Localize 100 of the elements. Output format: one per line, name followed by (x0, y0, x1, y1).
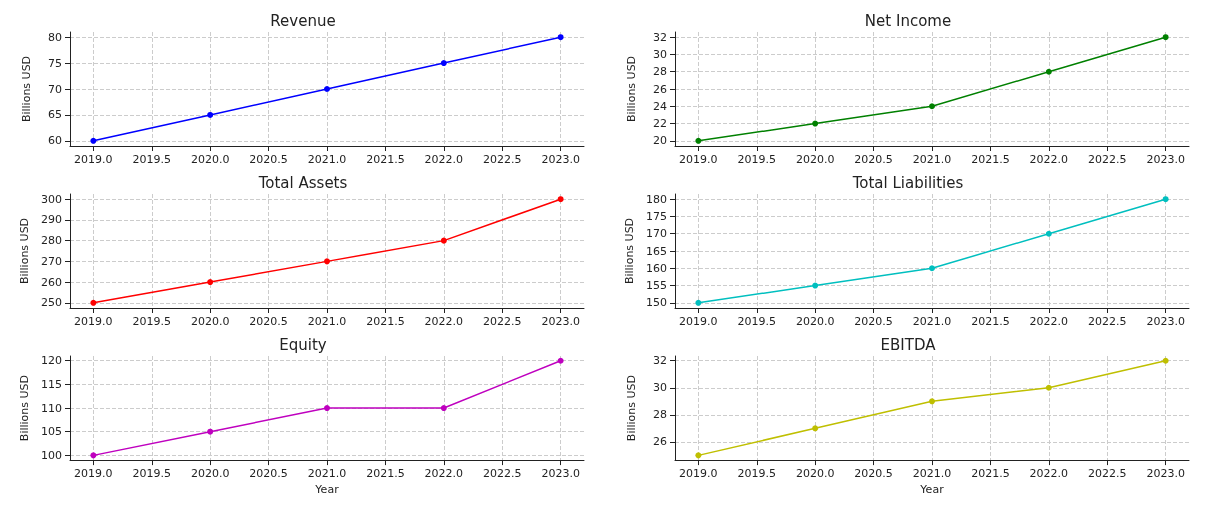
x-tick-label: 2021.0 (307, 153, 347, 166)
x-tick-label: 2020.0 (190, 467, 230, 481)
point (929, 398, 935, 405)
chart-title: Total Assets (257, 173, 348, 192)
point (324, 258, 330, 265)
point (90, 452, 97, 459)
y-axis-title: Billions USD (625, 374, 638, 442)
y-tick-label: 270 (41, 254, 62, 268)
y-tick-label: 250 (41, 296, 62, 310)
x-tick-label: 2022.0 (424, 315, 464, 328)
y-axis-title: Billions USD (623, 217, 637, 285)
y-tick-label: 100 (41, 448, 62, 462)
point (207, 111, 214, 118)
y-tick-label: 75 (48, 56, 62, 70)
chart-title: Equity (279, 335, 327, 354)
y-axis-title: Billions USD (625, 55, 638, 123)
x-tick-label: 2019.0 (679, 153, 718, 166)
y-tick-label: 290 (41, 213, 62, 227)
y-tick-label: 70 (48, 82, 62, 96)
y-tick-label: 28 (653, 65, 667, 79)
y-tick-label: 32 (653, 30, 667, 44)
point (1045, 384, 1052, 391)
x-tick-label: 2021.5 (971, 315, 1010, 328)
x-tick-label: 2019.0 (74, 153, 113, 166)
point (324, 86, 330, 92)
x-tick-label: 2022.5 (1087, 153, 1127, 166)
x-axis-title: Year (314, 483, 340, 496)
y-tick-label: 280 (41, 234, 62, 248)
x-tick-label: 2019.5 (132, 153, 172, 166)
x-tick-label: 2021.0 (912, 315, 952, 328)
point (90, 137, 97, 144)
chart-title: Net Income (864, 11, 952, 30)
chart-title: Revenue (270, 11, 336, 30)
x-tick-label: 2022.5 (1087, 315, 1127, 328)
point (207, 428, 214, 435)
x-tick-label: 2021.5 (366, 467, 405, 481)
y-tick-label: 300 (41, 192, 62, 206)
y-tick-label: 30 (653, 47, 667, 61)
point (324, 405, 330, 412)
x-tick-label: 2020.0 (190, 153, 230, 166)
x-tick-label: 2019.5 (132, 315, 172, 328)
x-tick-label: 2020.0 (795, 153, 835, 166)
point (929, 103, 935, 110)
point (1045, 230, 1052, 237)
x-tick-label: 2023.0 (541, 467, 580, 481)
x-tick-label: 2023.0 (541, 153, 580, 166)
y-axis-title: Billions USD (20, 55, 33, 123)
x-tick-label: 2022.0 (424, 467, 464, 481)
y-tick-label: 165 (646, 244, 667, 258)
x-tick-label: 2020.0 (795, 315, 835, 328)
x-tick-label: 2021.5 (971, 153, 1010, 166)
y-tick-label: 160 (646, 261, 667, 275)
point (1162, 357, 1169, 364)
point (557, 357, 564, 364)
x-tick-label: 2019.5 (737, 153, 777, 166)
x-tick-label: 2020.0 (795, 467, 835, 481)
x-tick-label: 2021.0 (307, 467, 347, 481)
y-tick-label: 80 (48, 30, 62, 44)
x-tick-label: 2021.0 (307, 315, 347, 328)
y-tick-label: 26 (653, 435, 667, 449)
y-tick-label: 65 (48, 108, 62, 122)
point (440, 237, 447, 244)
y-tick-label: 105 (41, 425, 62, 439)
x-tick-label: 2019.0 (679, 467, 718, 481)
x-tick-label: 2021.5 (366, 153, 405, 166)
chart-title: Total Liabilities (851, 173, 964, 192)
point (812, 120, 819, 127)
y-tick-label: 32 (653, 354, 667, 368)
x-tick-label: 2023.0 (1146, 153, 1185, 166)
point (1045, 68, 1052, 75)
y-tick-label: 260 (41, 275, 62, 289)
x-tick-label: 2022.5 (482, 467, 522, 481)
y-tick-label: 110 (41, 401, 62, 415)
x-tick-label: 2022.0 (1029, 315, 1069, 328)
x-tick-label: 2020.5 (249, 153, 288, 166)
x-tick-label: 2019.0 (679, 315, 718, 328)
y-tick-label: 175 (646, 209, 667, 223)
x-tick-label: 2020.0 (190, 315, 230, 328)
point (1162, 196, 1169, 203)
y-tick-label: 28 (653, 408, 667, 422)
y-axis-title: Billions USD (18, 217, 32, 285)
point (90, 299, 97, 306)
x-tick-label: 2021.5 (366, 315, 405, 328)
y-tick-label: 60 (48, 134, 62, 148)
y-tick-label: 170 (646, 227, 667, 241)
x-tick-label: 2020.5 (249, 467, 288, 481)
y-tick-label: 30 (653, 381, 667, 395)
x-tick-label: 2023.0 (1146, 315, 1185, 328)
x-tick-label: 2021.5 (971, 467, 1010, 481)
y-tick-label: 180 (646, 192, 667, 206)
y-tick-label: 115 (41, 377, 62, 391)
y-tick-label: 20 (653, 134, 667, 148)
x-tick-label: 2022.5 (1087, 467, 1127, 481)
x-tick-label: 2023.0 (1146, 467, 1185, 481)
y-axis-title: Billions USD (18, 374, 32, 442)
point (440, 405, 447, 412)
point (695, 452, 702, 459)
x-tick-label: 2019.5 (132, 467, 172, 481)
x-axis-title: Year (919, 483, 945, 496)
point (929, 265, 935, 272)
